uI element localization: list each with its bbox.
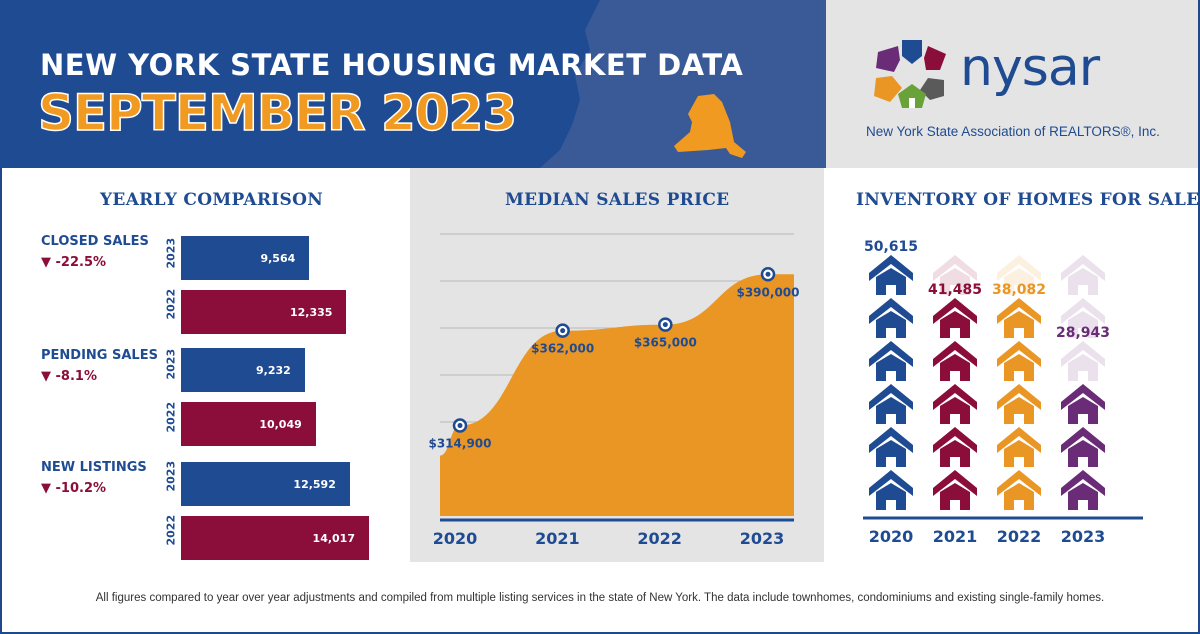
house-icon (869, 427, 913, 467)
house-icon (933, 298, 977, 338)
new-york-state-icon (674, 94, 746, 158)
footnote: All figures compared to year over year a… (95, 592, 1105, 604)
bar-new-listings-2022: 14,017 (181, 516, 369, 560)
house-icon (1061, 255, 1105, 295)
yearly-comparison-title: YEARLY COMPARISON (100, 190, 324, 210)
x-tick-label-2023: 2023 (1061, 527, 1106, 546)
house-icon (997, 341, 1041, 381)
house-icon (933, 255, 977, 295)
x-tick-label-2022: 2022 (637, 529, 682, 548)
year-tag-2023: 2023 (164, 460, 178, 492)
price-area (440, 274, 794, 516)
price-point-center (457, 423, 463, 429)
house-icon (933, 427, 977, 467)
inventory-label-2021: 41,485 (928, 282, 982, 298)
x-tick-label-2021: 2021 (535, 529, 580, 548)
bar-closed-sales-2022: 12,335 (181, 290, 347, 334)
closed-sales-change: ▼ -22.5% (41, 255, 107, 270)
new-listings-change: ▼ -10.2% (41, 481, 107, 496)
nysar-wordmark: nysar (960, 38, 1100, 98)
inventory-label-2023: 28,943 (1056, 325, 1110, 341)
bar-pending-sales-2022: 10,049 (181, 402, 316, 446)
house-icon (997, 384, 1041, 424)
median-price-chart: $314,900 2020 $362,000 2021 $365,000 2022 $390… (428, 233, 800, 548)
closed-sales-label: CLOSED SALES (41, 234, 149, 249)
bar-pending-sales-2023: 9,232 (181, 348, 305, 392)
header-banner (0, 0, 826, 168)
inventory-title: INVENTORY OF HOMES FOR SALE (856, 190, 1200, 210)
nysar-tagline: New York State Association of REALTORS®,… (866, 124, 1160, 139)
median-price-title: MEDIAN SALES PRICE (505, 190, 730, 210)
house-icon (1061, 427, 1105, 467)
nysar-logo-icon (874, 40, 946, 108)
house-icon (1061, 341, 1105, 381)
year-tag-2022: 2022 (164, 288, 178, 320)
bar-new-listings-2023: 12,592 (181, 462, 350, 506)
state-silhouette-background (540, 0, 826, 168)
price-label-2021: $362,000 (531, 342, 594, 356)
year-tag-2023: 2023 (164, 348, 178, 380)
pending-sales-label: PENDING SALES (41, 348, 158, 363)
year-tag-2022: 2022 (164, 401, 178, 433)
house-icon (869, 470, 913, 510)
house-icon (997, 298, 1041, 338)
x-tick-label-2023: 2023 (740, 529, 785, 548)
house-icon (869, 255, 913, 295)
house-icon (869, 298, 913, 338)
x-tick-label-2020: 2020 (869, 527, 914, 546)
page-title: NEW YORK STATE HOUSING MARKET DATA (40, 48, 744, 82)
inventory-label-2022: 38,082 (992, 282, 1046, 298)
down-triangle-icon: ▼ (41, 481, 51, 496)
house-icon (997, 427, 1041, 467)
house-icon (997, 470, 1041, 510)
x-tick-label-2020: 2020 (433, 529, 478, 548)
inventory-chart: 50,615 2020 41,485 2021 38,082 2022 28,943 2023 (863, 239, 1143, 546)
price-point-center (765, 271, 771, 277)
house-icon (933, 384, 977, 424)
x-tick-label-2021: 2021 (933, 527, 978, 546)
price-label-2022: $365,000 (634, 336, 697, 350)
down-triangle-icon: ▼ (41, 255, 51, 270)
house-icon (933, 341, 977, 381)
page-subtitle: SEPTEMBER 2023 (37, 83, 518, 143)
inventory-label-2020: 50,615 (864, 239, 918, 255)
house-icon (933, 470, 977, 510)
house-icon (997, 255, 1041, 295)
price-label-2020: $314,900 (428, 437, 491, 451)
house-icon (869, 384, 913, 424)
year-tag-2022: 2022 (164, 514, 178, 546)
down-triangle-icon: ▼ (41, 369, 51, 384)
house-icon (869, 341, 913, 381)
x-tick-label-2022: 2022 (997, 527, 1042, 546)
house-icon (1061, 470, 1105, 510)
house-icon (1061, 298, 1105, 338)
house-icon (1061, 384, 1105, 424)
bar-closed-sales-2023: 9,564 (181, 236, 310, 280)
price-point-center (560, 328, 566, 334)
year-tag-2023: 2023 (164, 237, 178, 269)
price-label-2023: $390,000 (736, 285, 799, 299)
pending-sales-change: ▼ -8.1% (41, 369, 97, 384)
price-point-center (662, 322, 668, 328)
new-listings-label: NEW LISTINGS (41, 460, 147, 475)
